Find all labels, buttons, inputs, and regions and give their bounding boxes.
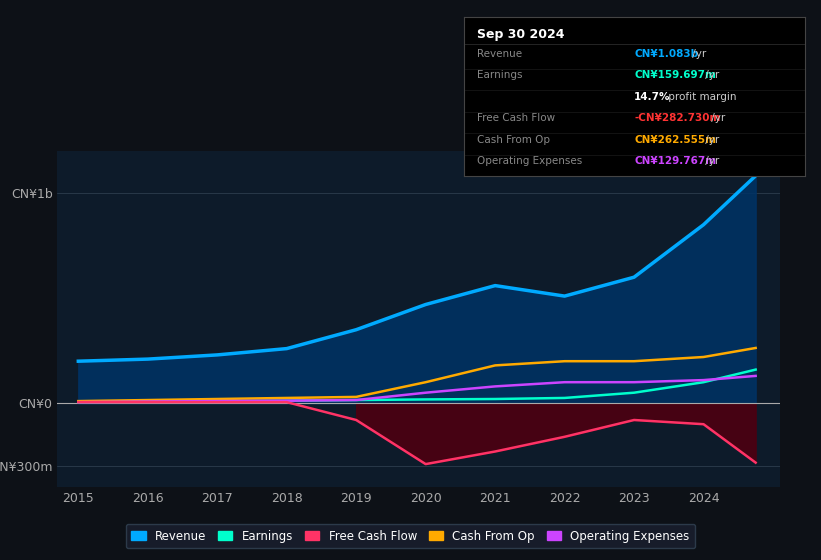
Text: CN¥159.697m: CN¥159.697m xyxy=(635,70,716,80)
Text: /yr: /yr xyxy=(708,113,725,123)
Text: /yr: /yr xyxy=(690,49,707,59)
Text: /yr: /yr xyxy=(702,70,719,80)
Text: -CN¥282.730m: -CN¥282.730m xyxy=(635,113,721,123)
Text: Sep 30 2024: Sep 30 2024 xyxy=(478,28,565,41)
Text: Earnings: Earnings xyxy=(478,70,523,80)
Text: Revenue: Revenue xyxy=(478,49,523,59)
Text: Cash From Op: Cash From Op xyxy=(478,135,551,145)
Text: Operating Expenses: Operating Expenses xyxy=(478,156,583,166)
Text: /yr: /yr xyxy=(702,135,719,145)
Text: CN¥262.555m: CN¥262.555m xyxy=(635,135,716,145)
Text: CN¥1.083b: CN¥1.083b xyxy=(635,49,699,59)
Legend: Revenue, Earnings, Free Cash Flow, Cash From Op, Operating Expenses: Revenue, Earnings, Free Cash Flow, Cash … xyxy=(126,524,695,548)
Text: /yr: /yr xyxy=(702,156,719,166)
Text: profit margin: profit margin xyxy=(665,92,736,102)
Text: 14.7%: 14.7% xyxy=(635,92,671,102)
Text: CN¥129.767m: CN¥129.767m xyxy=(635,156,717,166)
Text: Free Cash Flow: Free Cash Flow xyxy=(478,113,556,123)
